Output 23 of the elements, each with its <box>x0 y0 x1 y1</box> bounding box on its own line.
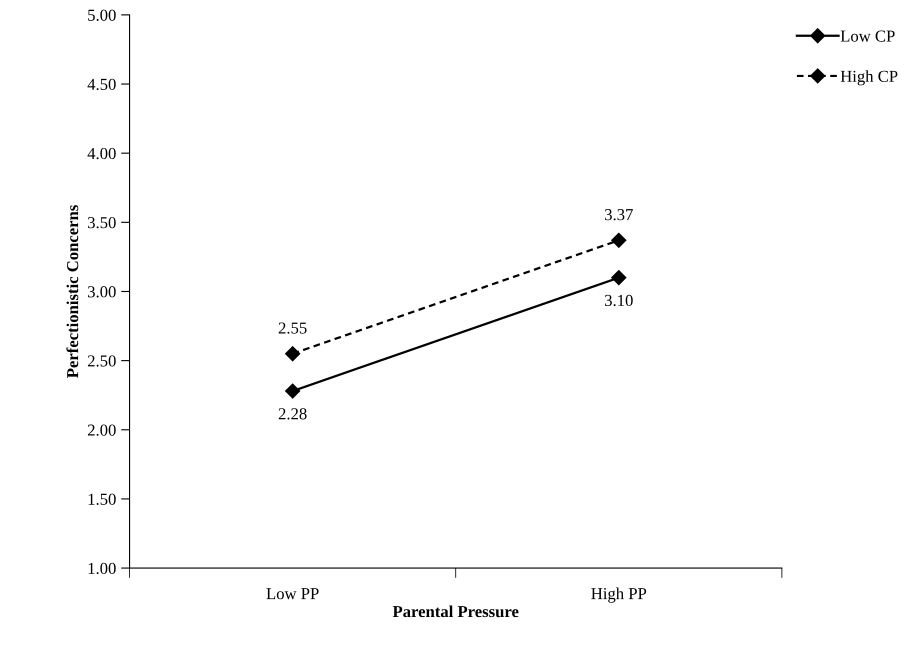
y-tick-label: 4.50 <box>88 78 116 90</box>
y-tick-label: 3.50 <box>88 217 116 228</box>
x-axis-title: Parental Pressure <box>392 605 518 618</box>
data-label: 2.28 <box>278 408 307 420</box>
data-label: 3.10 <box>605 294 633 306</box>
data-label: 3.37 <box>605 209 633 220</box>
y-tick-label: 3.00 <box>88 286 116 298</box>
x-tick-label: Low PP <box>266 588 319 600</box>
x-tick-label: High PP <box>591 588 646 603</box>
legend-label: High CP <box>840 70 898 86</box>
y-tick-label: 1.50 <box>88 494 116 505</box>
data-label: 2.55 <box>278 322 307 334</box>
y-axis-title: Perfectionistic Concerns <box>66 205 78 378</box>
y-tick-label: 2.00 <box>88 424 116 436</box>
point <box>285 346 300 362</box>
point <box>611 232 626 248</box>
point <box>611 270 626 286</box>
y-tick-label: 5.00 <box>88 10 116 21</box>
y-tick-label: 4.00 <box>88 148 116 160</box>
y-tick-label: 1.00 <box>88 562 116 574</box>
y-tick-label: 2.50 <box>88 355 116 367</box>
legend-label: Low CP <box>840 30 895 42</box>
point <box>285 383 300 399</box>
